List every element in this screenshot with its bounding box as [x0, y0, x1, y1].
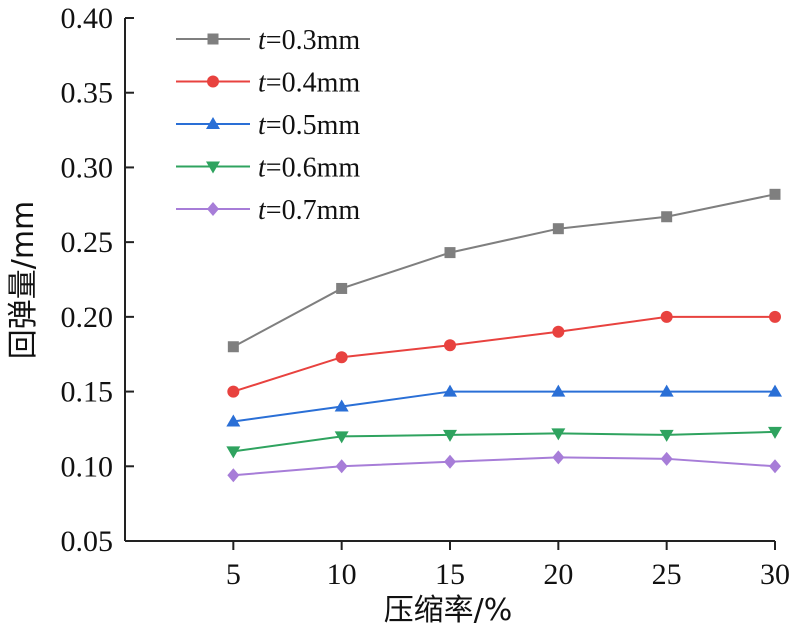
y-tick-label: 0.40 [61, 2, 114, 35]
series-line [233, 390, 775, 423]
data-point [227, 341, 239, 353]
data-point [552, 325, 565, 338]
legend-label: t=0.6mm [258, 153, 360, 184]
legend-label-value: =0.5mm [266, 110, 361, 141]
legend-label: t=0.7mm [258, 195, 360, 226]
x-axis-title: 压缩率/% [384, 593, 513, 626]
x-tick-label: 20 [543, 558, 573, 591]
x-tick-label: 30 [760, 558, 790, 591]
y-tick-label: 0.10 [61, 450, 114, 483]
legend-label-value: =0.4mm [266, 68, 361, 99]
series-2 [227, 310, 781, 398]
legend-label-value: =0.3mm [266, 25, 361, 56]
legend-label-variable: t [258, 153, 267, 184]
series-layer [226, 188, 782, 483]
legend-label-value: =0.7mm [266, 195, 361, 226]
series-line [233, 315, 775, 393]
legend-marker [206, 117, 220, 129]
y-axis-title: 回弹量/mm [6, 201, 41, 360]
data-point [769, 310, 781, 323]
data-point [769, 459, 781, 474]
legend-label-variable: t [258, 195, 267, 226]
legend-item: t=0.5mm [176, 110, 360, 141]
data-point [334, 399, 349, 412]
x-tick-label: 10 [327, 558, 357, 591]
legend-marker [207, 202, 219, 216]
legend-label: t=0.3mm [258, 25, 360, 56]
data-point [768, 426, 782, 439]
legend-item: t=0.7mm [176, 195, 360, 226]
data-point [768, 384, 782, 397]
data-point [659, 429, 674, 442]
y-tick-label: 0.05 [61, 525, 114, 558]
series-3 [226, 384, 782, 427]
series-line [233, 430, 776, 453]
legend-item: t=0.4mm [176, 68, 360, 99]
y-tick-label: 0.35 [61, 77, 114, 110]
data-point [659, 384, 674, 397]
legend-marker [207, 75, 219, 88]
x-tick-label: 15 [435, 558, 465, 591]
data-point [443, 429, 457, 442]
series-1 [227, 188, 781, 353]
x-tick-label: 25 [652, 558, 682, 591]
data-point [227, 385, 240, 398]
series-5 [227, 450, 781, 483]
y-tick-label: 0.30 [61, 151, 114, 184]
legend-label: t=0.5mm [258, 110, 360, 141]
x-tick-label: 5 [226, 558, 241, 591]
data-point [660, 310, 673, 323]
legend-label-variable: t [258, 68, 267, 99]
data-point [444, 454, 456, 469]
legend-item: t=0.6mm [176, 153, 360, 184]
legend-label-variable: t [258, 25, 267, 56]
data-point [335, 351, 348, 364]
data-point [552, 450, 565, 465]
data-point [660, 451, 673, 466]
data-point [661, 211, 673, 223]
data-point [226, 446, 241, 459]
legend-label-variable: t [258, 110, 267, 141]
data-point [552, 223, 564, 235]
legend-label: t=0.4mm [258, 68, 360, 99]
y-tick-label: 0.15 [61, 376, 114, 409]
series-line [233, 456, 776, 477]
data-point [443, 384, 457, 397]
data-point [444, 339, 456, 352]
data-point [444, 247, 456, 259]
data-point [227, 468, 240, 483]
series-line [232, 193, 776, 348]
legend-label-value: =0.6mm [266, 153, 361, 184]
data-point [551, 384, 566, 397]
data-point [336, 282, 348, 294]
legend-item: t=0.3mm [176, 25, 360, 56]
data-point [334, 431, 349, 444]
data-point [551, 428, 566, 441]
data-point [769, 188, 781, 200]
y-tick-label: 0.25 [61, 226, 114, 259]
data-point [226, 414, 241, 427]
legend-marker [206, 161, 220, 174]
data-point [335, 459, 348, 474]
axes: 0.05 0.10 0.15 0.20 0.25 0.30 0.35 0.40 5 10 15 20 2… [61, 2, 791, 591]
series-4 [226, 426, 782, 459]
y-tick-label: 0.20 [61, 301, 114, 334]
legend-marker [207, 33, 219, 45]
